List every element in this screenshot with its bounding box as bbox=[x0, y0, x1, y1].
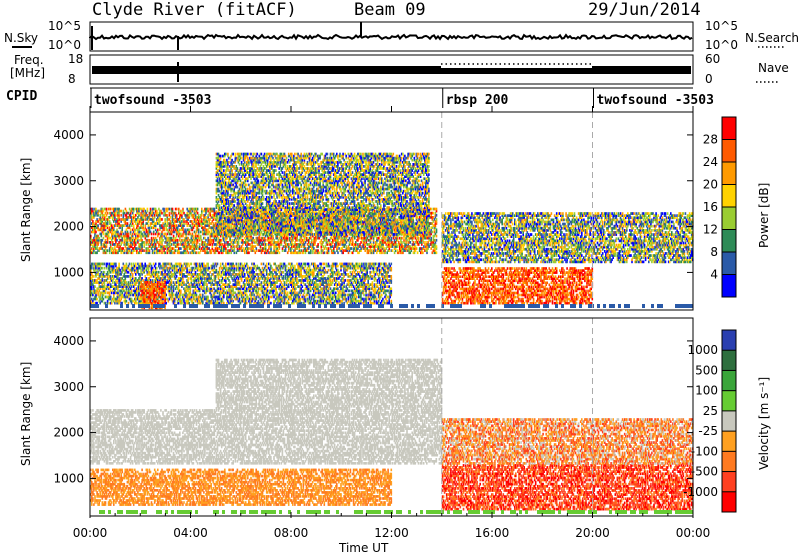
range-cell bbox=[169, 208, 171, 211]
range-cell bbox=[172, 208, 174, 211]
range-cell bbox=[106, 208, 108, 211]
range-cell bbox=[128, 233, 130, 236]
range-cell bbox=[167, 214, 169, 217]
range-cell bbox=[164, 251, 166, 254]
date-title: 29/Jun/2014 bbox=[588, 0, 701, 20]
freq-panel: 18 8 60 0 Freq. [MHz] Nave bbox=[10, 52, 789, 86]
range-cell bbox=[116, 239, 118, 242]
range-cell bbox=[97, 224, 99, 227]
nsearch-label: N.Search bbox=[745, 31, 799, 45]
nsky-trace bbox=[90, 35, 692, 39]
range-cell bbox=[178, 243, 180, 246]
range-cell bbox=[163, 208, 165, 211]
range-cell bbox=[136, 247, 138, 250]
nave-tick-bottom: 0 bbox=[705, 72, 713, 86]
range-cell bbox=[117, 231, 119, 234]
freq-trace-rbsp bbox=[441, 68, 592, 74]
range-cell bbox=[92, 208, 94, 211]
range-cell bbox=[177, 239, 179, 242]
range-cell bbox=[107, 212, 109, 215]
nave-label: Nave bbox=[758, 61, 789, 75]
range-cell bbox=[170, 216, 172, 219]
beam-title: Beam 09 bbox=[354, 0, 426, 20]
noise-tick-bottom-right: 10^0 bbox=[705, 38, 738, 52]
range-cell bbox=[124, 249, 126, 252]
range-cell bbox=[103, 237, 105, 240]
freq-tick-bottom: 8 bbox=[68, 72, 76, 86]
range-cell bbox=[161, 218, 163, 221]
range-cell bbox=[133, 224, 135, 227]
cpid-label: CPID bbox=[6, 89, 37, 104]
range-cell bbox=[120, 214, 122, 217]
rti-plot: Clyde River (fitACF) Beam 09 29/Jun/2014… bbox=[0, 0, 800, 554]
cpid-segments: twofsound -3503 rbsp 200 twofsound -3503 bbox=[90, 88, 714, 108]
range-cell bbox=[95, 231, 97, 234]
freq-label: Freq. bbox=[14, 53, 44, 67]
range-cell bbox=[158, 233, 160, 236]
station-title: Clyde River (fitACF) bbox=[92, 0, 297, 20]
range-cell bbox=[143, 241, 145, 244]
range-cell bbox=[149, 239, 151, 242]
range-cell bbox=[178, 208, 180, 211]
cpid-panel: CPID twofsound -3503 rbsp 200 twofsound -3… bbox=[6, 88, 714, 108]
range-cell bbox=[175, 249, 177, 252]
range-cell bbox=[157, 229, 159, 232]
range-cell bbox=[171, 243, 173, 246]
cpid-segment-0: twofsound -3503 bbox=[94, 93, 211, 108]
nsky-label: N.Sky bbox=[4, 31, 38, 45]
cpid-segment-2: twofsound -3503 bbox=[597, 93, 714, 108]
noise-tick-top-right: 10^5 bbox=[705, 19, 738, 33]
range-cell bbox=[149, 249, 151, 252]
range-cell bbox=[161, 212, 163, 215]
range-cell bbox=[150, 208, 152, 211]
freq-tick-top: 18 bbox=[68, 52, 83, 66]
range-cell bbox=[162, 239, 164, 242]
range-cell bbox=[120, 210, 122, 213]
range-cell bbox=[169, 212, 171, 215]
noise-tick-bottom-left: 10^0 bbox=[48, 38, 81, 52]
range-cell bbox=[153, 231, 155, 234]
range-cell bbox=[173, 235, 175, 238]
range-cell bbox=[143, 249, 145, 252]
range-cell bbox=[130, 229, 132, 232]
range-cell bbox=[151, 233, 153, 236]
range-cell bbox=[95, 208, 97, 211]
range-cell bbox=[110, 208, 112, 211]
freq-trace-2 bbox=[592, 66, 691, 74]
range-cell bbox=[147, 208, 149, 211]
cpid-segment-1: rbsp 200 bbox=[446, 93, 509, 108]
range-cell bbox=[176, 214, 178, 217]
freq-unit-label: [MHz] bbox=[10, 66, 45, 80]
range-cell bbox=[127, 222, 129, 225]
range-cell bbox=[164, 218, 166, 221]
range-cell bbox=[107, 249, 109, 252]
freq-trace-1 bbox=[92, 66, 441, 74]
range-cell bbox=[176, 208, 178, 211]
range-cell bbox=[133, 208, 135, 211]
nave-tick-top: 60 bbox=[705, 52, 720, 66]
noise-tick-top-left: 10^5 bbox=[48, 19, 81, 33]
